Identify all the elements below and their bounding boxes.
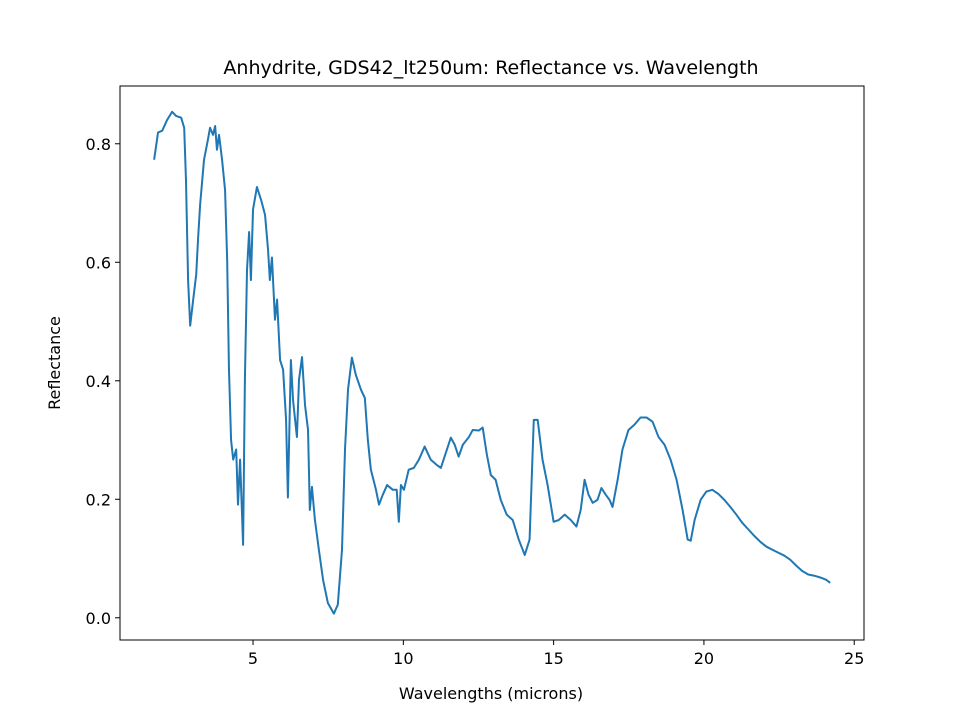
y-axis-label: Reflectance [45, 316, 64, 410]
x-axis-label: Wavelengths (microns) [399, 684, 583, 703]
y-tick-label: 0.8 [86, 135, 111, 154]
plot-frame [119, 85, 865, 641]
chart-title: Anhydrite, GDS42_lt250um: Reflectance vs… [223, 57, 758, 79]
x-tick-label: 15 [543, 649, 563, 668]
y-tick-label: 0.2 [86, 490, 111, 509]
x-tick-label: 10 [393, 649, 413, 668]
data-line [153, 110, 831, 615]
x-tick-label: 25 [844, 649, 864, 668]
y-tick-label: 0.0 [86, 609, 111, 628]
y-tick-label: 0.6 [86, 253, 111, 272]
y-tick-label: 0.4 [86, 372, 111, 391]
x-tick-label: 5 [248, 649, 258, 668]
x-tick-label: 20 [694, 649, 714, 668]
